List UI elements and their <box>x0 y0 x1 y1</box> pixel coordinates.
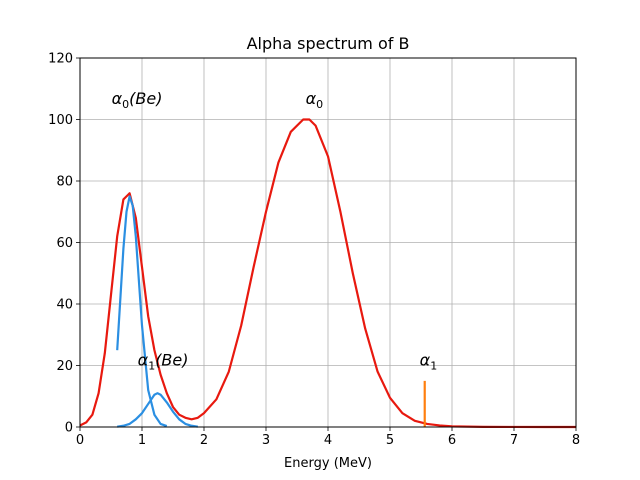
x-tick-label: 0 <box>76 433 84 448</box>
plot-series <box>79 118 577 429</box>
grid-lines <box>79 57 577 428</box>
x-tick-label: 2 <box>200 433 208 448</box>
y-axis: 0 20 40 60 80 100 120 <box>48 52 80 436</box>
y-tick-label: 0 <box>65 421 73 436</box>
x-axis-label: Energy (MeV) <box>284 456 372 471</box>
chart-title: Alpha spectrum of B <box>247 34 410 53</box>
y-tick-label: 40 <box>56 298 73 313</box>
x-tick-label: 7 <box>510 433 518 448</box>
x-tick-label: 3 <box>262 433 270 448</box>
x-tick-label: 6 <box>448 433 456 448</box>
y-tick-label: 80 <box>56 175 73 190</box>
series-line-3 <box>117 392 198 428</box>
annotation-label: α0 <box>306 89 324 111</box>
x-tick-label: 1 <box>138 433 146 448</box>
annotation-label: α0(Be) <box>112 89 163 111</box>
x-tick-label: 8 <box>572 433 580 448</box>
y-tick-label: 100 <box>48 113 73 128</box>
x-axis: 0 1 2 3 4 5 6 7 8 <box>76 427 580 448</box>
x-tick-label: 4 <box>324 433 332 448</box>
annotation-label: α1(Be) <box>138 351 189 373</box>
series-line-2 <box>116 195 168 428</box>
annotations: α0(Be) α1(Be) α0 α1 <box>112 89 438 372</box>
annotation-label: α1 <box>420 351 438 373</box>
y-tick-label: 120 <box>48 52 73 67</box>
y-tick-label: 20 <box>56 359 73 374</box>
x-tick-label: 5 <box>386 433 394 448</box>
y-tick-label: 60 <box>56 236 73 251</box>
series-line-1 <box>79 118 577 429</box>
